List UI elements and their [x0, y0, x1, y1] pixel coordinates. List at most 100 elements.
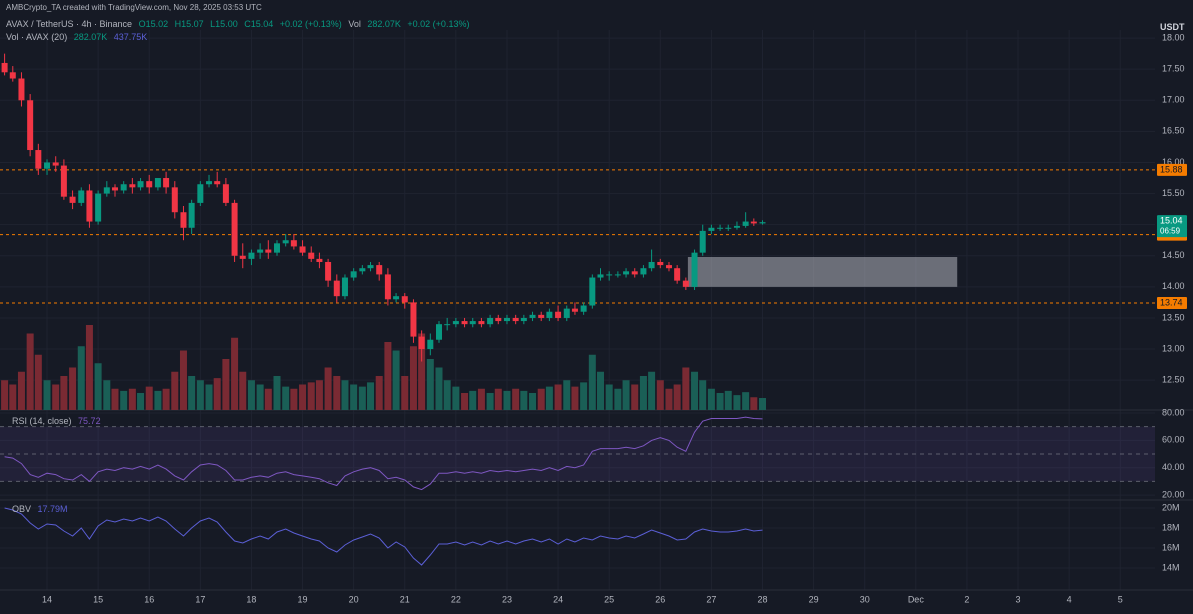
legend-value: C15.04 [244, 19, 274, 29]
volume-bar [307, 382, 315, 410]
volume-bar [665, 388, 673, 410]
candle-body [597, 274, 604, 278]
candle-body [367, 265, 374, 269]
y-tick-label: 14.50 [1162, 250, 1185, 260]
candle-body [35, 150, 42, 169]
y-tick-label: 20.00 [1162, 489, 1185, 499]
volume-bar [435, 367, 443, 410]
volume-bar [503, 390, 511, 410]
candle-body [487, 317, 494, 325]
obv-title: OBV [12, 504, 32, 514]
candle-body [325, 261, 332, 281]
rsi-legend: RSI (14, close) 75.72 [12, 416, 105, 426]
candle-body [759, 222, 766, 224]
candle-body [418, 336, 425, 350]
volume-bar [673, 384, 681, 410]
candle-body [648, 261, 655, 269]
volume-bar [461, 393, 469, 410]
volume-bar [273, 376, 281, 410]
candle-body [316, 258, 323, 262]
volume-bar [512, 388, 520, 410]
volume-bar [707, 388, 715, 410]
candle-body [546, 311, 553, 318]
volume-bar [622, 380, 630, 410]
volume-bar [520, 390, 528, 410]
volume-bar [724, 390, 732, 410]
level-label-box [1157, 297, 1187, 310]
legend-value: L15.00 [210, 19, 238, 29]
candle-body [257, 249, 264, 253]
candle-body [333, 280, 340, 297]
volume-bar [196, 380, 204, 410]
volume-value: 282.07K [73, 32, 108, 42]
candle-body [529, 314, 536, 318]
candle-body [27, 100, 34, 151]
volume-bar [384, 342, 392, 410]
candle-body [44, 162, 51, 169]
volume-bar [656, 380, 664, 410]
y-tick-label: 14M [1162, 562, 1180, 572]
legend-value: H15.07 [174, 19, 204, 29]
volume-bar [179, 350, 187, 410]
volume-bar [375, 376, 383, 410]
y-tick-label: 80.00 [1162, 407, 1185, 417]
volume-bar [648, 371, 656, 410]
candle-body [86, 190, 93, 222]
candle-body [206, 181, 213, 185]
volume-bar [333, 376, 341, 410]
candle-body [350, 271, 357, 278]
candle-body [146, 181, 153, 188]
volume-bar [171, 371, 179, 410]
volume-bar [154, 390, 162, 410]
y-tick-label: 12.50 [1162, 375, 1185, 385]
candle-body [623, 271, 630, 275]
legend-value: +0.02 (+0.13%) [279, 19, 342, 29]
candle-body [555, 311, 562, 318]
candle-body [78, 190, 85, 203]
volume-bar [545, 386, 553, 410]
volume-legend: Vol · AVAX (20) 282.07K 437.75K [6, 32, 151, 42]
volume-bar [596, 371, 604, 410]
volume-bar [443, 380, 451, 410]
volume-bar [26, 333, 34, 410]
price-legend: AVAX / TetherUS · 4h · Binance O15.02 H1… [6, 19, 473, 29]
volume-bar [426, 359, 434, 410]
candle-body [163, 178, 170, 188]
header: AMBCrypto_TA created with TradingView.co… [6, 3, 262, 12]
candle-body [538, 314, 545, 318]
volume-bar [605, 384, 613, 410]
indicator-line [4, 416, 763, 491]
candle-body [180, 212, 187, 228]
candle-body [376, 265, 383, 275]
candle-body [742, 221, 749, 226]
volume-bar [682, 367, 690, 410]
volume-bar [571, 386, 579, 410]
volume-bar [580, 382, 588, 410]
y-tick-label: 60.00 [1162, 435, 1185, 445]
last-price-label: 15.04 [1160, 216, 1183, 226]
x-tick-label: Dec [908, 594, 925, 604]
volume-bar [43, 380, 51, 410]
candle-body [137, 181, 144, 188]
x-tick-label: 3 [1016, 594, 1021, 604]
volume-bar [9, 384, 17, 410]
volume-bar [1, 380, 9, 410]
volume-bar [350, 384, 358, 410]
candle-body [222, 184, 229, 203]
candle-body [95, 193, 102, 222]
candle-body [197, 184, 204, 203]
y-tick-label: 16.50 [1162, 126, 1185, 136]
x-tick-label: 24 [553, 594, 563, 604]
volume-bar [494, 388, 502, 410]
volume-bar [256, 384, 264, 410]
legend-value: Vol [348, 19, 361, 29]
countdown-label: 06:59 [1160, 226, 1181, 235]
volume-bar [111, 388, 119, 410]
y-tick-label: 16M [1162, 542, 1180, 552]
volume-bar [85, 325, 93, 410]
candle-body [273, 243, 280, 253]
candle-body [111, 187, 118, 191]
candle-body [290, 240, 297, 247]
candle-body [1, 62, 8, 73]
